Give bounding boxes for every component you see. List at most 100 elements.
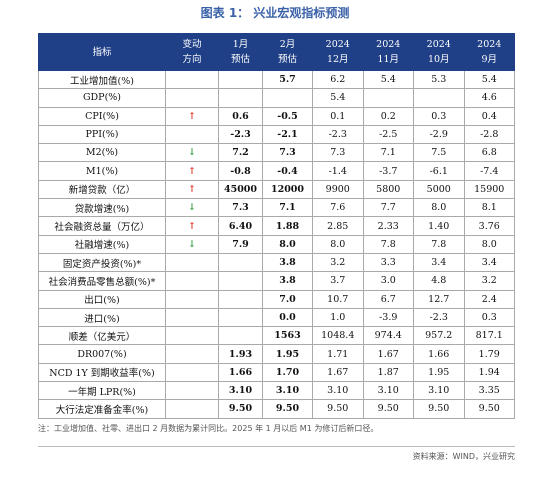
cell-text: 新增贷款（亿） xyxy=(68,185,136,197)
table-row: 进口(%) 0.0 1.0 -3.9 -2.3 0.3 xyxy=(38,307,515,328)
cell-text: 3.10 xyxy=(327,385,349,397)
table-cell: 6.8 xyxy=(463,143,515,163)
cell-text: 0.4 xyxy=(481,110,497,122)
header-cell: 变动 方向 xyxy=(165,33,219,71)
cell-text: 5.4 xyxy=(481,74,497,86)
table-cell: ↑ xyxy=(165,106,219,126)
table-row: 工业增加值(%) 5.7 6.2 5.4 5.3 5.4 xyxy=(38,69,515,90)
table-row: PPI(%) -2.3 -2.1 -2.3 -2.5 -2.9 -2.8 xyxy=(38,124,515,145)
table-cell: 7.3 xyxy=(218,198,263,218)
table-cell xyxy=(165,307,219,328)
table-cell: -3.7 xyxy=(362,161,414,181)
header-cell: 2月 预估 xyxy=(262,33,313,71)
header-text: 预估 xyxy=(277,54,297,65)
cell-text: -7.4 xyxy=(480,165,499,177)
table-cell: 5.7 xyxy=(262,69,313,90)
cell-text: 3.10 xyxy=(428,385,450,397)
cell-text: 0.6 xyxy=(232,110,249,122)
cell-text: 817.1 xyxy=(475,330,503,342)
cell-text: PPI(%) xyxy=(85,129,119,141)
table-cell: -3.9 xyxy=(362,307,414,328)
cell-text: -2.5 xyxy=(379,129,398,141)
table-row: 新增贷款（亿） ↑ 45000 12000 9900 5800 5000 15900 xyxy=(38,179,515,200)
table-cell: ↓ xyxy=(165,198,219,218)
cell-text: -2.1 xyxy=(277,129,298,141)
table-cell: 4.8 xyxy=(413,271,465,291)
note: 注：工业增加值、社零、进出口 2 月数据为累计同比。2025 年 1 月以后 M… xyxy=(38,424,379,433)
cell-text: 4.8 xyxy=(431,275,447,287)
table-cell: 9.50 xyxy=(463,399,515,419)
table-cell xyxy=(218,252,263,273)
header-text: 变动 xyxy=(182,39,202,50)
table-cell: 1.93 xyxy=(218,344,263,364)
table-cell: -0.8 xyxy=(218,161,263,181)
table-cell: -0.4 xyxy=(262,161,313,181)
table-cell: 新增贷款（亿） xyxy=(38,179,166,200)
cell-text: 3.76 xyxy=(478,220,500,232)
header-cell: 2024 12月 xyxy=(312,33,364,71)
table-row: 社融增速(%) ↓ 7.9 8.0 8.0 7.8 7.8 8.0 xyxy=(38,234,515,254)
table-cell: 1.67 xyxy=(312,362,364,383)
table-cell: 1.66 xyxy=(218,362,263,383)
cell-text: 工业增加值(%) xyxy=(70,75,134,87)
table-cell: 5.3 xyxy=(413,69,465,90)
table-row: 固定资产投资(%)* 3.8 3.2 3.3 3.4 3.4 xyxy=(38,252,515,273)
table-cell: 3.10 xyxy=(262,381,313,401)
table-cell: -2.8 xyxy=(463,124,515,145)
cell-text: 1563 xyxy=(274,330,301,342)
cell-text: NCD 1Y 到期收益率(%) xyxy=(49,368,155,380)
table-cell: 顺差（亿美元） xyxy=(38,326,166,346)
cell-text: 2.85 xyxy=(327,220,349,232)
table-cell: 3.2 xyxy=(312,252,364,273)
header-text: 9月 xyxy=(481,54,498,65)
table-cell: DR007(%) xyxy=(38,344,166,364)
table-row: 大行法定准备金率(%) 9.50 9.50 9.50 9.50 9.50 9.50 xyxy=(38,399,515,419)
table-cell: 3.10 xyxy=(218,381,263,401)
cell-text: 5.4 xyxy=(330,92,346,104)
header-text: 预估 xyxy=(230,54,250,65)
cell-text: 1.67 xyxy=(327,366,349,378)
header-cell: 1月 预估 xyxy=(218,33,263,71)
table-cell: 9.50 xyxy=(312,399,364,419)
cell-text: 3.8 xyxy=(279,257,296,269)
cell-text: -3.7 xyxy=(379,165,398,177)
cell-text: 1.94 xyxy=(478,366,500,378)
header-cell: 2024 11月 xyxy=(362,33,414,71)
table-cell: M2(%) xyxy=(38,143,166,163)
cell-text: 3.35 xyxy=(478,385,500,397)
table-cell: 5.4 xyxy=(463,69,515,90)
indicator-table: 指标 变动 方向 1月 预估 2月 预估 2024 12月 2024 11月 2024 10月 2024 9… xyxy=(38,33,515,419)
table-cell: 6.7 xyxy=(362,289,414,309)
direction-arrow: ↓ xyxy=(188,238,196,250)
table-cell: 1.66 xyxy=(413,344,465,364)
table-cell xyxy=(165,88,219,108)
cell-text: 4.6 xyxy=(481,92,497,104)
cell-text: 3.10 xyxy=(228,385,253,397)
table-cell: 5.4 xyxy=(362,69,414,90)
table-cell: -1.4 xyxy=(312,161,364,181)
table-cell: 1.95 xyxy=(262,344,313,364)
cell-text: 进口(%) xyxy=(84,313,120,325)
table-cell: ↑ xyxy=(165,161,219,181)
cell-text: 5000 xyxy=(426,183,451,195)
table-cell: 7.9 xyxy=(218,234,263,254)
table-cell xyxy=(165,252,219,273)
table-cell: 8.1 xyxy=(463,198,515,218)
cell-text: -0.5 xyxy=(277,110,298,122)
table-cell: ↑ xyxy=(165,179,219,200)
source: 资料来源：WIND，兴业研究 xyxy=(412,452,515,461)
cell-text: 1.88 xyxy=(275,220,300,232)
cell-text: 0.3 xyxy=(481,312,497,323)
cell-text: 3.2 xyxy=(330,257,346,269)
table-cell: 1.94 xyxy=(463,362,515,383)
cell-text: 7.7 xyxy=(380,202,396,214)
table-cell: 2.4 xyxy=(463,289,515,309)
table-cell: 12.7 xyxy=(413,289,465,309)
table-cell: -2.5 xyxy=(362,124,414,145)
cell-text: 3.7 xyxy=(330,275,346,287)
table-cell: 9.50 xyxy=(413,399,465,419)
table-cell: 1.79 xyxy=(463,344,515,364)
table-cell: 957.2 xyxy=(413,326,465,346)
table-cell: 7.6 xyxy=(312,198,364,218)
cell-text: 7.0 xyxy=(279,293,296,305)
